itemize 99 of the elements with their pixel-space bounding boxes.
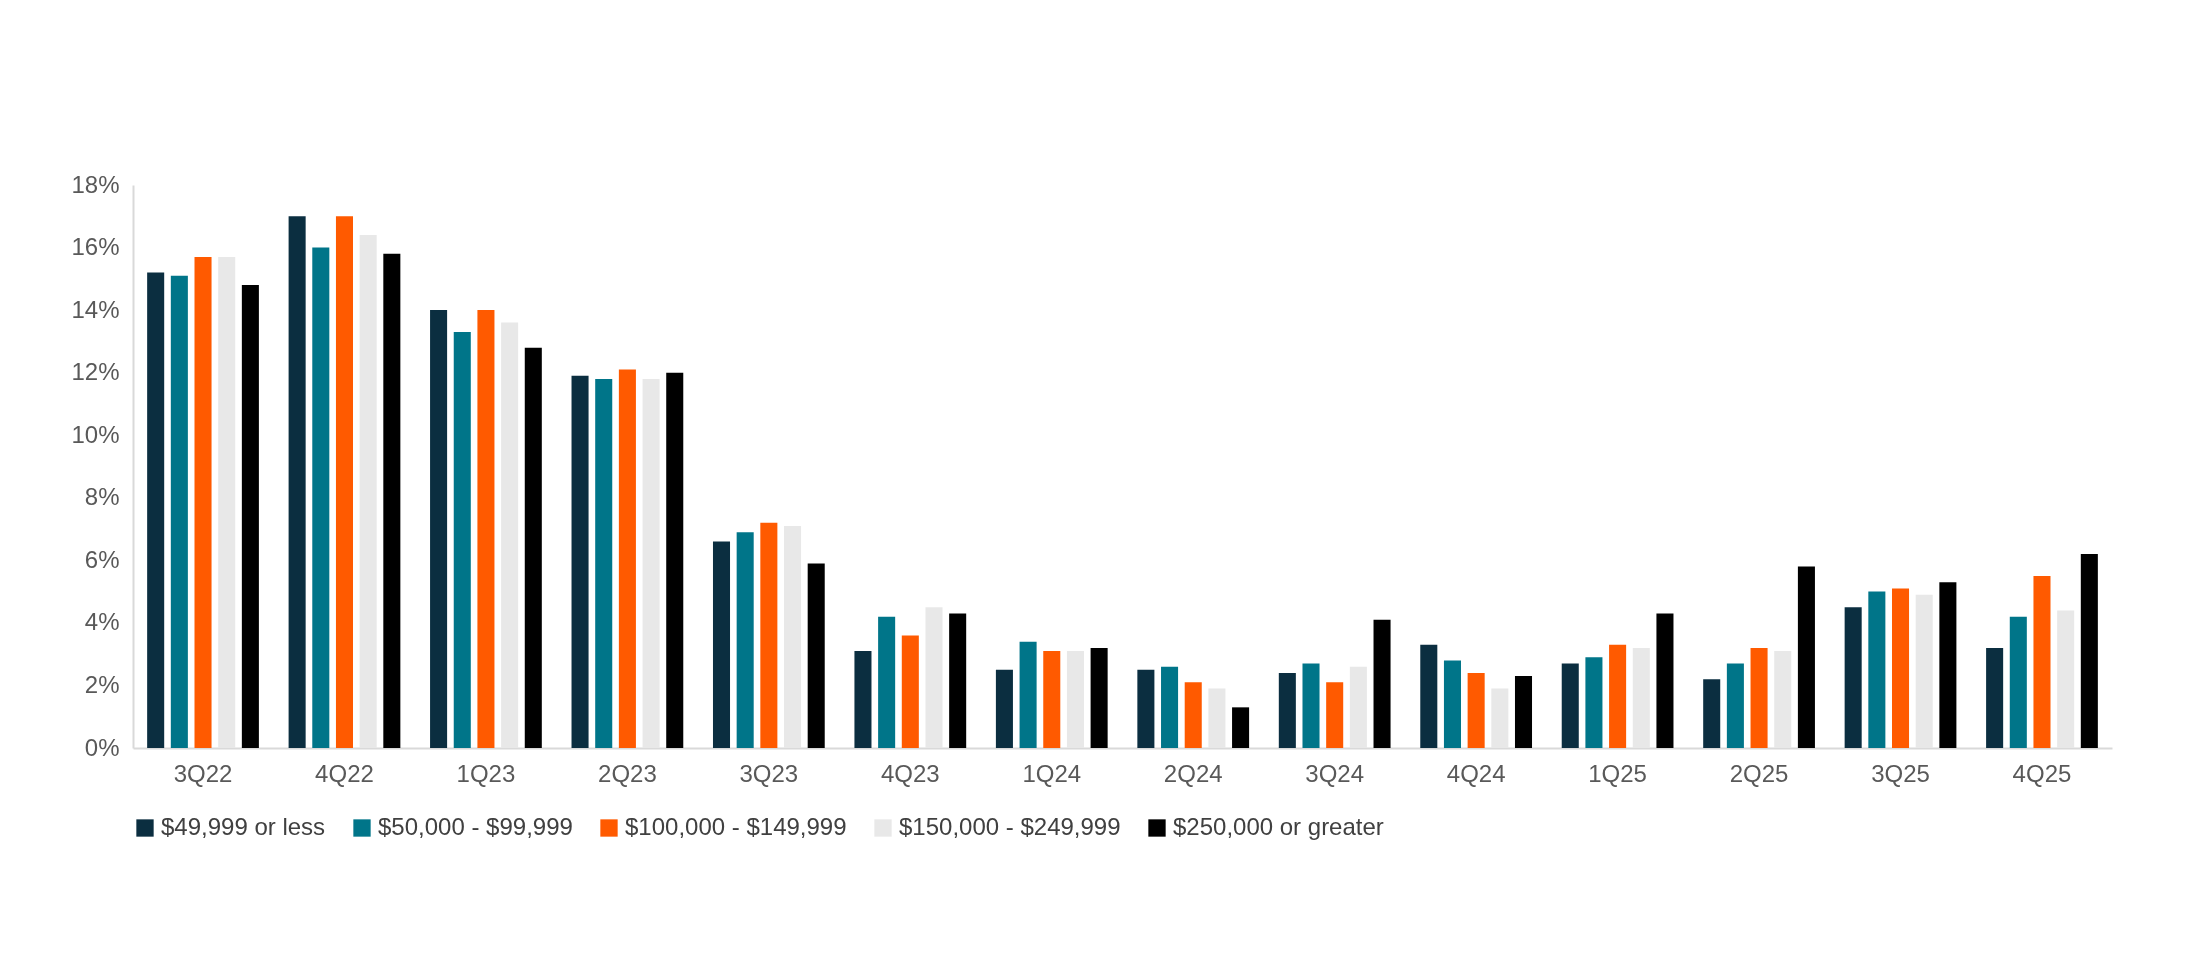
bar [595, 378, 613, 748]
legend-label: $49,999 or less [161, 813, 326, 840]
bar [1774, 651, 1792, 748]
bar [1326, 682, 1344, 748]
y-tick-label: 10% [71, 420, 120, 448]
bar [1043, 651, 1061, 748]
bar [170, 275, 188, 748]
y-tick-label: 6% [84, 545, 120, 573]
bar [1349, 666, 1367, 748]
bar [1467, 672, 1485, 748]
x-tick-label: 3Q24 [1305, 759, 1365, 787]
bar [807, 563, 825, 748]
bar [1986, 647, 2004, 748]
x-tick-label: 4Q23 [880, 759, 940, 787]
bar [312, 247, 330, 748]
bar [1844, 607, 1862, 748]
x-tick-label: 1Q24 [1022, 759, 1082, 787]
bar [1703, 679, 1721, 748]
x-tick-label: 2Q23 [598, 759, 657, 787]
y-tick-label: 18% [71, 170, 120, 198]
x-tick-label: 2Q25 [1729, 759, 1789, 787]
bar [1656, 613, 1674, 748]
bar [1750, 647, 1768, 748]
y-tick-label: 2% [84, 670, 120, 698]
bar [477, 310, 495, 748]
legend-label: $50,000 - $99,999 [378, 813, 573, 840]
bar [1019, 641, 1037, 748]
y-tick-label: 16% [71, 233, 120, 261]
bar [1491, 688, 1509, 748]
bar [1915, 594, 1933, 748]
bar [2080, 554, 2098, 748]
bar [335, 216, 353, 748]
bar [1208, 688, 1226, 748]
bar [359, 235, 377, 748]
bar [1561, 663, 1579, 748]
bar [2033, 575, 2051, 748]
bar [1514, 676, 1533, 748]
bar [430, 310, 448, 748]
legend-label: $150,000 - $249,999 [899, 813, 1121, 840]
legend-label: $250,000 or greater [1173, 813, 1384, 840]
bar [147, 272, 165, 748]
y-tick-label: 0% [84, 733, 120, 761]
bar [784, 525, 802, 748]
bar [241, 285, 259, 748]
bar [1278, 672, 1296, 748]
bar [1609, 644, 1627, 748]
bar [1797, 566, 1815, 748]
x-tick-label: 3Q23 [739, 759, 799, 787]
x-tick-label: 4Q25 [2012, 759, 2072, 787]
bar [1443, 660, 1461, 748]
bar [1066, 651, 1084, 748]
bar [760, 522, 778, 748]
bar [1868, 591, 1886, 748]
x-tick-label: 1Q25 [1588, 759, 1647, 787]
bar [1161, 666, 1179, 748]
bar [1090, 647, 1108, 748]
bar [1302, 663, 1320, 748]
bar [1892, 588, 1910, 748]
bar [1137, 669, 1155, 748]
legend-label: $100,000 - $149,999 [625, 813, 847, 840]
bar [642, 378, 660, 748]
bar [1184, 682, 1202, 748]
x-tick-label: 3Q25 [1871, 759, 1930, 787]
bar [618, 369, 636, 748]
bar [925, 607, 943, 748]
bar [1420, 644, 1438, 748]
bar [1232, 707, 1250, 748]
bar [1939, 582, 1957, 748]
x-tick-label: 4Q22 [315, 759, 374, 787]
bar [878, 616, 896, 748]
x-tick-label: 1Q23 [456, 759, 516, 787]
y-tick-label: 4% [84, 608, 120, 636]
bar [736, 532, 754, 748]
bar [1632, 647, 1650, 748]
bar [1585, 657, 1603, 748]
bar [2009, 616, 2027, 748]
bar [712, 541, 731, 748]
x-tick-label: 2Q24 [1163, 759, 1223, 787]
y-tick-label: 8% [84, 483, 120, 511]
bar [995, 669, 1013, 748]
bar [1373, 619, 1391, 748]
bar [453, 332, 471, 748]
bar [2057, 610, 2075, 748]
bar [571, 375, 589, 748]
y-tick-label: 14% [71, 295, 120, 323]
bar [901, 635, 919, 748]
bar [194, 256, 212, 748]
x-tick-label: 4Q24 [1446, 759, 1506, 787]
bar [854, 651, 872, 748]
bar [949, 613, 967, 748]
bar [501, 322, 519, 748]
bar [524, 347, 542, 748]
bar [1726, 663, 1744, 748]
bar [666, 372, 684, 748]
bar [218, 256, 236, 748]
bar [288, 216, 306, 748]
y-tick-label: 12% [71, 358, 120, 386]
bar [383, 253, 401, 748]
x-tick-label: 3Q22 [173, 759, 233, 787]
